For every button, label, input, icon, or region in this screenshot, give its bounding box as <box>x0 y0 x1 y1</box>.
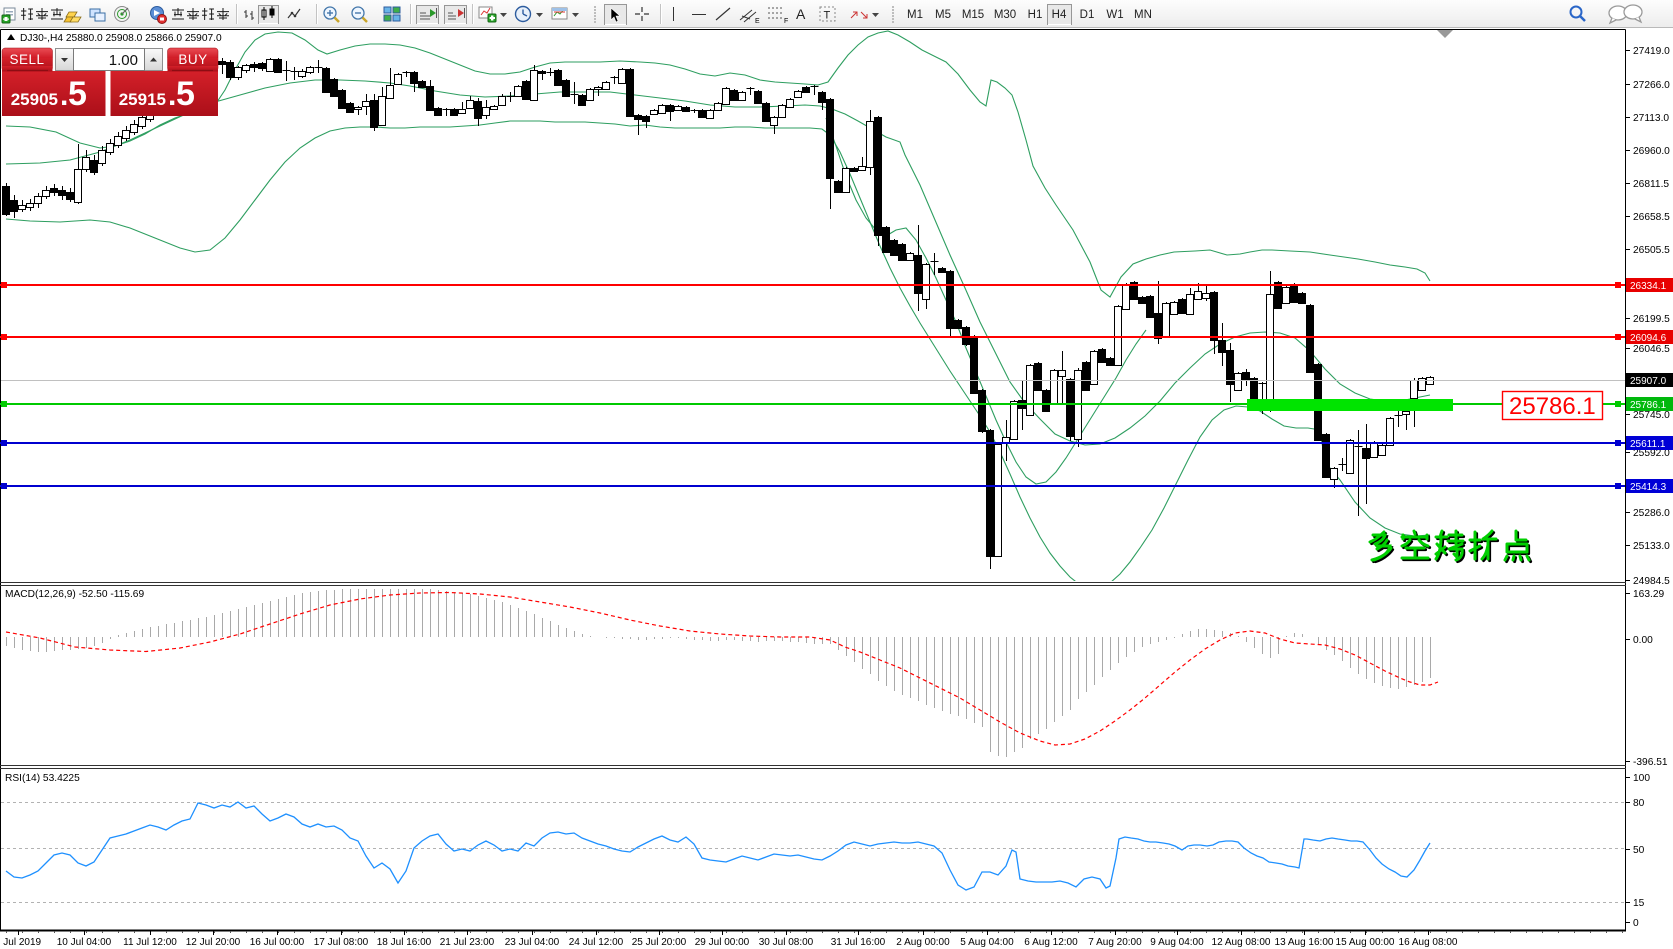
svg-text:25915: 25915 <box>119 90 166 109</box>
svg-text:W1: W1 <box>1106 9 1123 21</box>
svg-text:E: E <box>755 18 760 25</box>
svg-text:A: A <box>796 6 806 22</box>
svg-text:7 Aug 20:00: 7 Aug 20:00 <box>1088 937 1142 948</box>
svg-text:11 Jul 12:00: 11 Jul 12:00 <box>123 937 177 948</box>
svg-text:163.29: 163.29 <box>1633 589 1664 600</box>
svg-text:26811.5: 26811.5 <box>1633 179 1669 190</box>
svg-text:MN: MN <box>1134 9 1152 21</box>
svg-text:-396.51: -396.51 <box>1633 757 1668 768</box>
svg-text:25786.1: 25786.1 <box>1509 393 1596 420</box>
svg-text:5: 5 <box>176 75 195 113</box>
svg-text:25611.1: 25611.1 <box>1630 439 1666 450</box>
svg-text:SELL: SELL <box>9 52 44 67</box>
svg-text:.: . <box>60 79 68 112</box>
svg-text:12 Aug 08:00: 12 Aug 08:00 <box>1212 937 1271 948</box>
svg-text:DJ30-,H4 25880.0 25908.0 2586: DJ30-,H4 25880.0 25908.0 25866.0 25907.0 <box>20 33 222 44</box>
svg-text:26046.5: 26046.5 <box>1633 344 1670 355</box>
svg-text:16 Aug 08:00: 16 Aug 08:00 <box>1399 937 1458 948</box>
svg-text:15 Aug 00:00: 15 Aug 00:00 <box>1336 937 1395 948</box>
svg-text:M30: M30 <box>994 9 1016 21</box>
svg-text:.: . <box>168 79 176 112</box>
svg-text:27113.0: 27113.0 <box>1633 113 1669 124</box>
svg-text:1.00: 1.00 <box>109 52 138 69</box>
svg-text:25905: 25905 <box>11 90 58 109</box>
svg-text:H1: H1 <box>1028 9 1043 21</box>
svg-text:25 Jul 20:00: 25 Jul 20:00 <box>632 937 687 948</box>
svg-text:25414.3: 25414.3 <box>1630 482 1667 493</box>
svg-text:100: 100 <box>1633 773 1650 784</box>
svg-text:25133.0: 25133.0 <box>1633 541 1670 552</box>
svg-text:12 Jul 20:00: 12 Jul 20:00 <box>186 937 241 948</box>
svg-text:26334.1: 26334.1 <box>1630 281 1667 292</box>
svg-text:24 Jul 12:00: 24 Jul 12:00 <box>569 937 624 948</box>
svg-text:25286.0: 25286.0 <box>1633 508 1670 519</box>
svg-text:29 Jul 00:00: 29 Jul 00:00 <box>695 937 750 948</box>
svg-text:6 Aug 12:00: 6 Aug 12:00 <box>1024 937 1078 948</box>
svg-text:23 Jul 04:00: 23 Jul 04:00 <box>505 937 560 948</box>
svg-text:50: 50 <box>1633 845 1645 856</box>
svg-text:0: 0 <box>1633 918 1639 929</box>
svg-text:10 Jul 04:00: 10 Jul 04:00 <box>57 937 112 948</box>
svg-text:30 Jul 08:00: 30 Jul 08:00 <box>759 937 814 948</box>
svg-text:18 Jul 16:00: 18 Jul 16:00 <box>377 937 432 948</box>
svg-text:27266.0: 27266.0 <box>1633 80 1670 91</box>
svg-text:26960.0: 26960.0 <box>1633 146 1670 157</box>
svg-text:25592.0: 25592.0 <box>1633 448 1670 459</box>
svg-text:D1: D1 <box>1080 9 1095 21</box>
svg-text:80: 80 <box>1633 798 1645 809</box>
svg-text:26505.5: 26505.5 <box>1633 245 1670 256</box>
svg-text:RSI(14) 53.4225: RSI(14) 53.4225 <box>5 773 80 784</box>
svg-text:T: T <box>824 10 831 22</box>
svg-text:25786.1: 25786.1 <box>1630 400 1667 411</box>
svg-text:25907.0: 25907.0 <box>1630 376 1667 387</box>
svg-text:8 Jul 2019: 8 Jul 2019 <box>0 937 42 948</box>
svg-text:H4: H4 <box>1052 9 1067 21</box>
svg-text:MACD(12,26,9) -52.50 -115.69: MACD(12,26,9) -52.50 -115.69 <box>5 589 144 600</box>
svg-text:26658.5: 26658.5 <box>1633 212 1670 223</box>
svg-text:26199.5: 26199.5 <box>1633 314 1670 325</box>
svg-text:M15: M15 <box>962 9 984 21</box>
svg-text:0.00: 0.00 <box>1633 635 1653 646</box>
svg-text:31 Jul 16:00: 31 Jul 16:00 <box>831 937 886 948</box>
svg-text:26094.6: 26094.6 <box>1630 333 1667 344</box>
svg-text:M1: M1 <box>907 9 923 21</box>
svg-text:13 Aug 16:00: 13 Aug 16:00 <box>1275 937 1334 948</box>
svg-text:BUY: BUY <box>178 52 207 67</box>
svg-text:27419.0: 27419.0 <box>1633 46 1670 57</box>
svg-text:25745.0: 25745.0 <box>1633 410 1670 421</box>
svg-text:2 Aug 00:00: 2 Aug 00:00 <box>896 937 950 948</box>
svg-text:9 Aug 04:00: 9 Aug 04:00 <box>1150 937 1204 948</box>
svg-text:24984.5: 24984.5 <box>1633 576 1670 587</box>
svg-text:15: 15 <box>1633 898 1645 909</box>
svg-text:16 Jul 00:00: 16 Jul 00:00 <box>250 937 305 948</box>
svg-text:21 Jul 23:00: 21 Jul 23:00 <box>440 937 495 948</box>
svg-text:5 Aug 04:00: 5 Aug 04:00 <box>960 937 1014 948</box>
svg-text:5: 5 <box>68 75 87 113</box>
svg-text:17 Jul 08:00: 17 Jul 08:00 <box>314 937 369 948</box>
svg-text:M5: M5 <box>935 9 951 21</box>
svg-text:F: F <box>784 18 788 25</box>
